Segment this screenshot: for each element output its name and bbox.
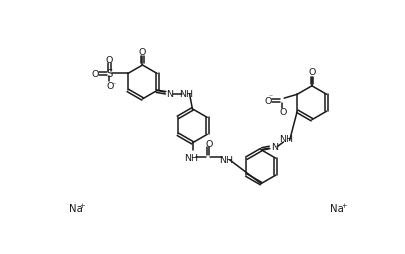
Text: O: O bbox=[264, 97, 272, 105]
Text: Na: Na bbox=[68, 203, 83, 213]
Text: ⁻: ⁻ bbox=[111, 81, 115, 89]
Text: NH: NH bbox=[179, 90, 194, 99]
Text: O: O bbox=[107, 82, 114, 91]
Text: +: + bbox=[341, 202, 347, 208]
Text: O: O bbox=[205, 139, 212, 149]
Text: O: O bbox=[139, 47, 146, 56]
Text: +: + bbox=[79, 202, 85, 208]
Text: S: S bbox=[106, 69, 113, 79]
Text: O: O bbox=[106, 56, 113, 65]
Text: NH: NH bbox=[220, 156, 233, 165]
Text: N: N bbox=[271, 142, 279, 152]
Text: N: N bbox=[166, 90, 173, 99]
Text: NH: NH bbox=[279, 135, 294, 144]
Text: Na: Na bbox=[330, 203, 344, 213]
Text: O: O bbox=[308, 68, 315, 77]
Text: NH: NH bbox=[184, 153, 198, 162]
Text: O: O bbox=[280, 108, 287, 117]
Text: ⁻: ⁻ bbox=[268, 92, 273, 101]
Text: O: O bbox=[92, 70, 99, 79]
